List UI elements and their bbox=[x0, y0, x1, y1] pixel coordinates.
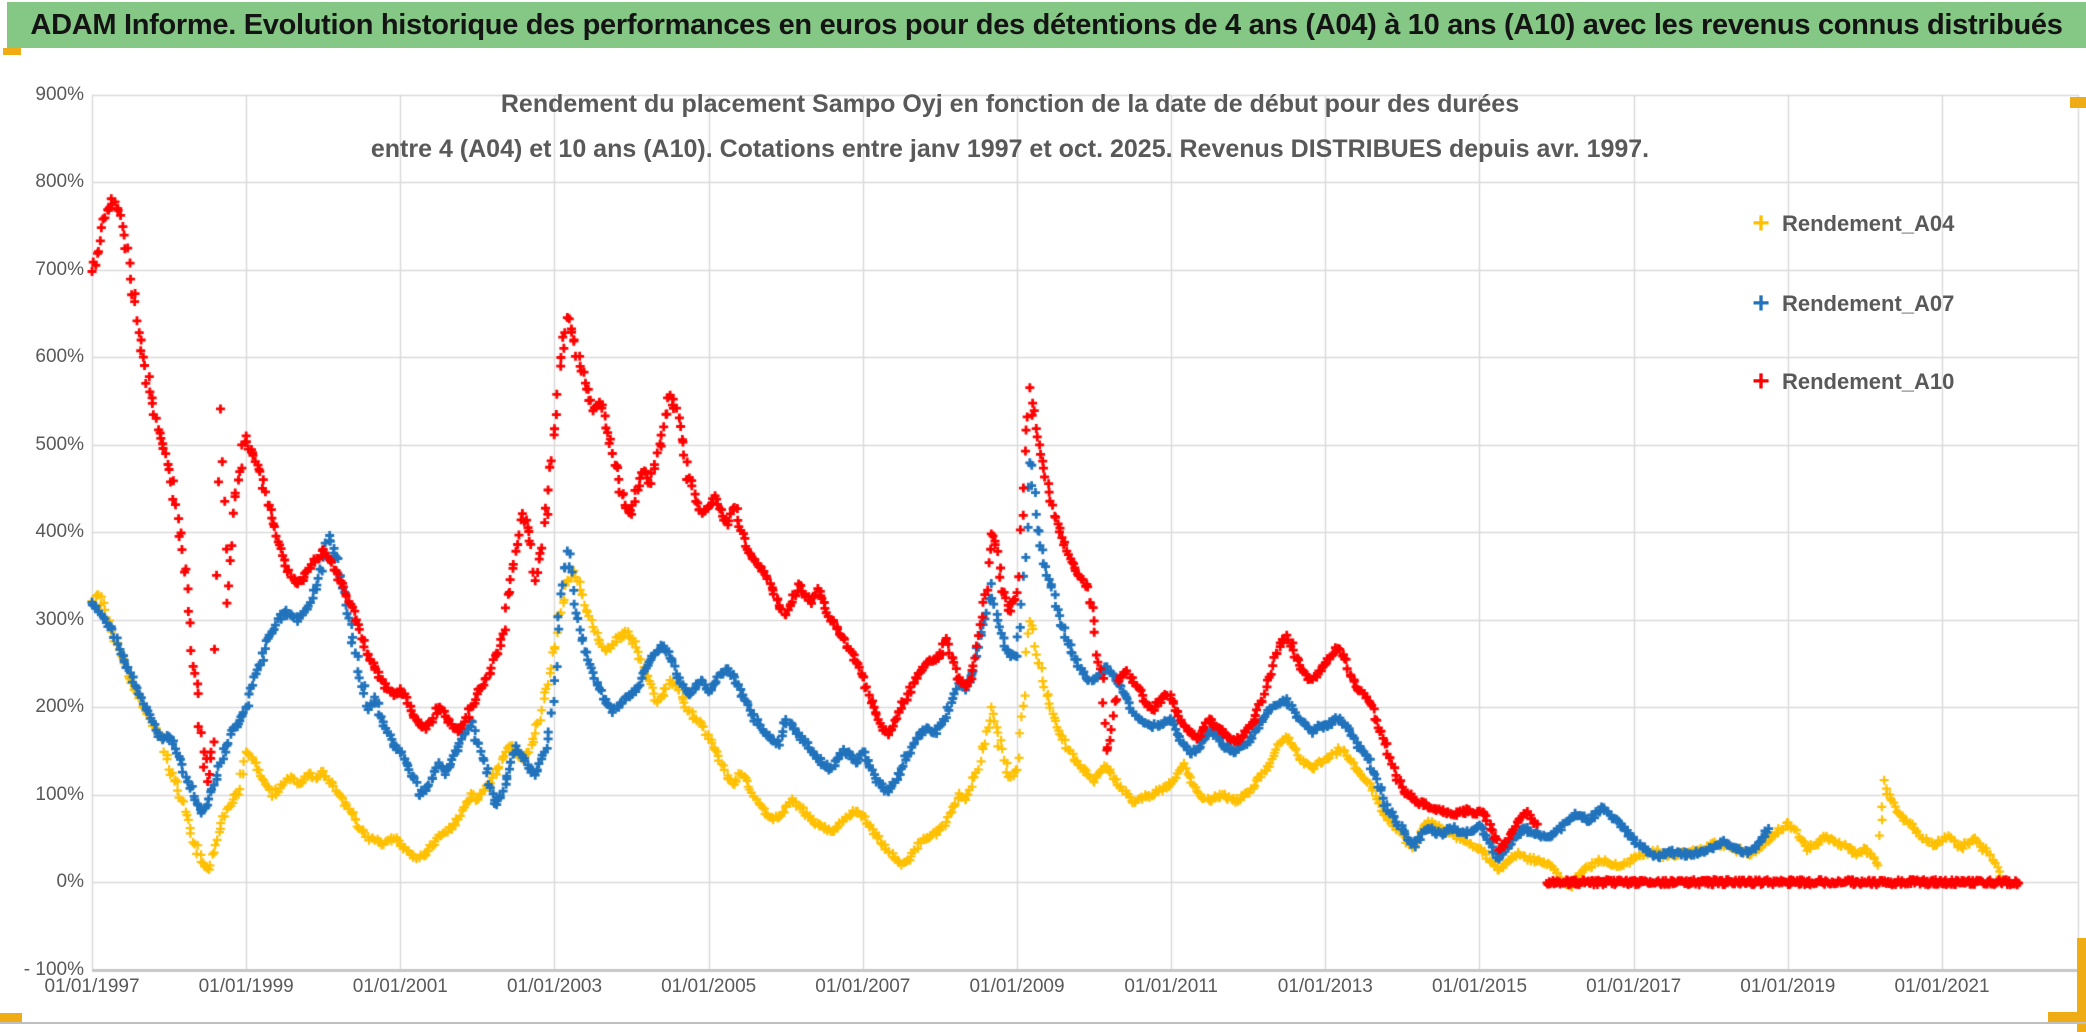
y-tick-label: 100% bbox=[35, 783, 84, 805]
x-tick-label: 01/01/2011 bbox=[1124, 976, 1218, 997]
x-tick-label: 01/01/2005 bbox=[661, 976, 757, 997]
sheet-bottom-divider bbox=[0, 1022, 2086, 1024]
gold-accent-bottom-left bbox=[0, 1013, 22, 1023]
x-tick-label: 01/01/2013 bbox=[1277, 976, 1373, 997]
x-tick-label: 01/01/2007 bbox=[815, 976, 911, 997]
x-tick-label: 01/01/2001 bbox=[352, 976, 448, 997]
y-tick-label: - 100% bbox=[23, 958, 84, 980]
x-tick-label: 01/01/2017 bbox=[1586, 976, 1682, 997]
x-tick-label: 01/01/2003 bbox=[506, 976, 603, 997]
legend-plus-marker-icon: + bbox=[1752, 207, 1770, 240]
y-tick-label: 200% bbox=[35, 696, 84, 718]
gold-accent-right-bottom bbox=[2077, 938, 2086, 1032]
legend-label: Rendement_A10 bbox=[1782, 369, 1955, 394]
y-tick-label: 600% bbox=[35, 346, 84, 368]
chart-title-line2: entre 4 (A04) et 10 ans (A10). Cotations… bbox=[370, 135, 1650, 163]
x-tick-label: 01/01/1997 bbox=[44, 976, 140, 997]
gold-accent-right-top bbox=[2070, 97, 2086, 108]
legend-plus-marker-icon: + bbox=[1752, 365, 1770, 398]
y-tick-label: 500% bbox=[35, 433, 84, 455]
x-tick-label: 01/01/2019 bbox=[1740, 976, 1836, 997]
banner: ADAM Informe. Evolution historique des p… bbox=[7, 2, 2086, 48]
x-tick-label: 01/01/2015 bbox=[1431, 976, 1528, 997]
y-tick-label: 400% bbox=[35, 521, 84, 543]
legend-label: Rendement_A07 bbox=[1782, 291, 1955, 316]
y-tick-label: 800% bbox=[35, 171, 84, 193]
legend-plus-marker-icon: + bbox=[1752, 287, 1770, 320]
x-tick-label: 01/01/2021 bbox=[1894, 976, 1990, 997]
x-tick-label: 01/01/2009 bbox=[969, 976, 1065, 997]
gold-accent-bottom-right bbox=[2048, 1012, 2086, 1022]
y-tick-label: 700% bbox=[35, 258, 84, 280]
legend-item-rendement_a07: + Rendement_A07 bbox=[1750, 286, 1954, 322]
gold-accent-banner-left bbox=[3, 48, 21, 55]
banner-title: ADAM Informe. Evolution historique des p… bbox=[30, 8, 2063, 41]
chart-title-line1: Rendement du placement Sampo Oyj en fonc… bbox=[500, 90, 1520, 118]
y-tick-label: 900% bbox=[35, 83, 84, 105]
legend-item-rendement_a04: + Rendement_A04 bbox=[1750, 206, 1954, 242]
y-tick-label: 300% bbox=[35, 608, 84, 630]
legend-label: Rendement_A04 bbox=[1782, 211, 1955, 236]
x-tick-label: 01/01/1999 bbox=[198, 976, 294, 997]
chart-title: Rendement du placement Sampo Oyj en fonc… bbox=[300, 82, 1720, 172]
legend-item-rendement_a10: + Rendement_A10 bbox=[1750, 364, 1954, 400]
y-tick-label: 0% bbox=[56, 871, 84, 893]
